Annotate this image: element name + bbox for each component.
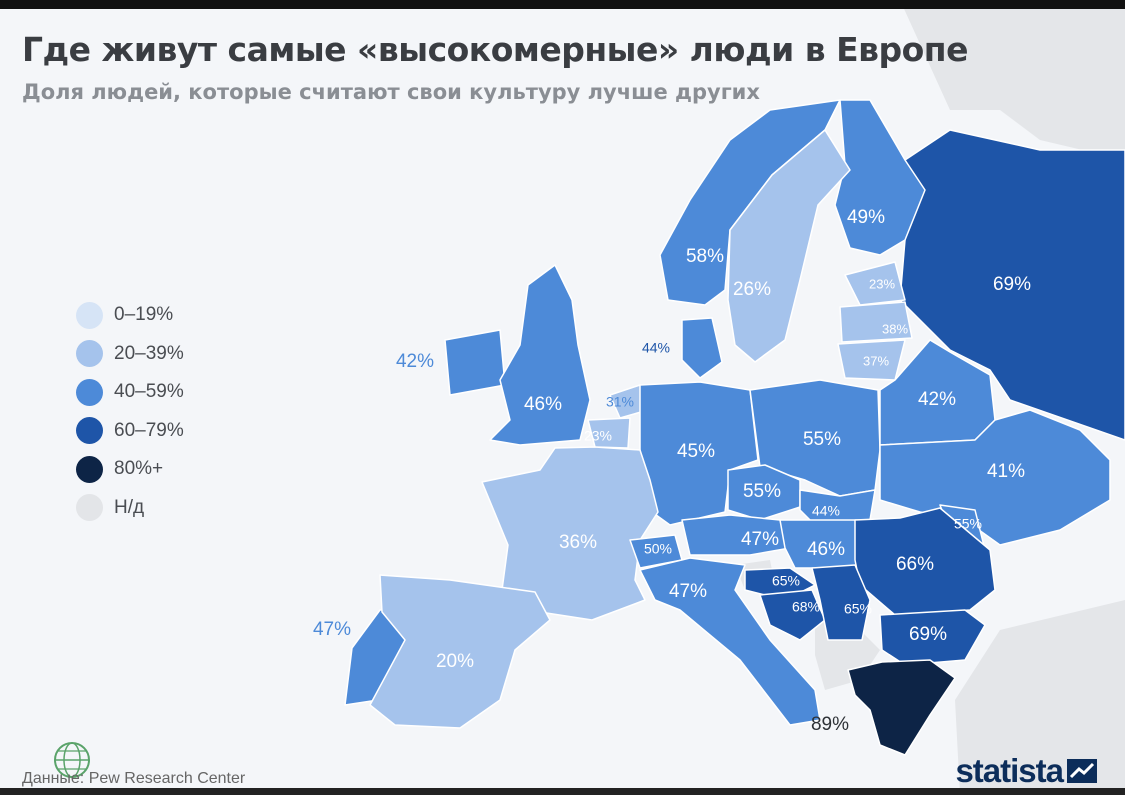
country-norway — [659, 99, 841, 306]
country-greece — [847, 659, 956, 756]
country-denmark — [681, 317, 723, 379]
land-turkey — [955, 600, 1125, 795]
country-italy — [639, 557, 821, 726]
label-lithuania: 37% — [863, 353, 889, 368]
label-slovakia: 44% — [812, 503, 840, 519]
label-belarus: 42% — [918, 389, 956, 410]
country-belgium — [587, 417, 631, 449]
label-sweden: 26% — [733, 279, 771, 300]
label-hungary: 46% — [807, 539, 845, 560]
label-germany: 45% — [677, 441, 715, 462]
label-italy: 47% — [669, 581, 707, 602]
country-ireland — [444, 329, 506, 396]
country-bosnia — [759, 589, 826, 641]
label-czechia: 55% — [743, 481, 781, 502]
country-finland — [834, 99, 926, 256]
legend-item: 40–59% — [76, 373, 184, 412]
label-belgium: 23% — [584, 428, 612, 444]
legend: 0–19% 20–39% 40–59% 60–79% 80%+ Н/д — [76, 296, 184, 527]
legend-swatch-80-plus — [76, 455, 103, 483]
label-uk: 46% — [524, 394, 562, 415]
label-bulgaria: 69% — [909, 624, 947, 645]
label-latvia: 38% — [882, 321, 908, 336]
legend-label: 20–39% — [114, 342, 184, 364]
legend-item: Н/д — [76, 489, 184, 528]
label-netherlands: 31% — [606, 394, 634, 410]
label-moldova: 55% — [954, 516, 982, 532]
value-labels-layer: 69% 49% 58% 26% 23% 38% 37% 44% 42% 46% 31% 23% 45% 5… — [313, 207, 1031, 735]
country-spain — [369, 574, 551, 729]
label-russia: 69% — [993, 274, 1031, 295]
chart-subtitle: Доля людей, которые считают свои культур… — [22, 80, 760, 104]
legend-swatch-no-data — [76, 494, 103, 522]
label-switzerland: 50% — [644, 541, 672, 557]
country-estonia — [844, 261, 906, 306]
top-frame-bar — [0, 0, 1125, 9]
legend-item: 60–79% — [76, 412, 184, 451]
label-norway: 58% — [686, 246, 724, 267]
legend-label: 0–19% — [114, 304, 174, 326]
label-croatia: 65% — [772, 573, 800, 589]
country-serbia — [811, 564, 871, 641]
label-austria: 47% — [741, 529, 779, 550]
legend-swatch-40-59 — [76, 378, 103, 406]
label-serbia: 65% — [844, 601, 872, 617]
legend-label: 80%+ — [114, 458, 164, 480]
bottom-frame-bar — [0, 788, 1125, 795]
label-romania: 66% — [896, 554, 934, 575]
source-note: Данные: Pew Research Center — [22, 770, 246, 787]
legend-swatch-0-19 — [76, 301, 103, 329]
legend-label: 60–79% — [114, 419, 184, 441]
chart-title: Где живут самые «высокомерные» люди в Ев… — [22, 30, 968, 69]
label-poland: 55% — [803, 429, 841, 450]
land-greenland-arctic — [900, 0, 1125, 160]
country-latvia — [839, 301, 913, 343]
label-denmark: 44% — [642, 340, 670, 356]
legend-swatch-60-79 — [76, 417, 103, 445]
legend-label: 40–59% — [114, 381, 184, 403]
statista-mark-icon — [1067, 759, 1097, 783]
statista-logo: statista — [955, 752, 1064, 789]
label-estonia: 23% — [869, 276, 895, 291]
countries-layer — [344, 99, 1125, 756]
label-greece: 89% — [811, 714, 849, 735]
label-spain: 20% — [436, 651, 474, 672]
legend-item: 20–39% — [76, 335, 184, 374]
country-france — [481, 446, 659, 621]
label-france: 36% — [559, 532, 597, 553]
legend-item: 80%+ — [76, 450, 184, 489]
label-bosnia: 68% — [792, 599, 820, 615]
label-ukraine: 41% — [987, 461, 1025, 482]
country-bulgaria — [879, 609, 986, 666]
pew-globe-icon — [54, 742, 90, 778]
label-finland: 49% — [847, 207, 885, 228]
label-ireland: 42% — [396, 351, 434, 372]
legend-label: Н/д — [114, 496, 145, 518]
legend-swatch-20-39 — [76, 340, 103, 368]
label-portugal: 47% — [313, 619, 351, 640]
country-sweden — [727, 129, 851, 363]
legend-item: 0–19% — [76, 296, 184, 335]
country-uk — [489, 264, 591, 446]
